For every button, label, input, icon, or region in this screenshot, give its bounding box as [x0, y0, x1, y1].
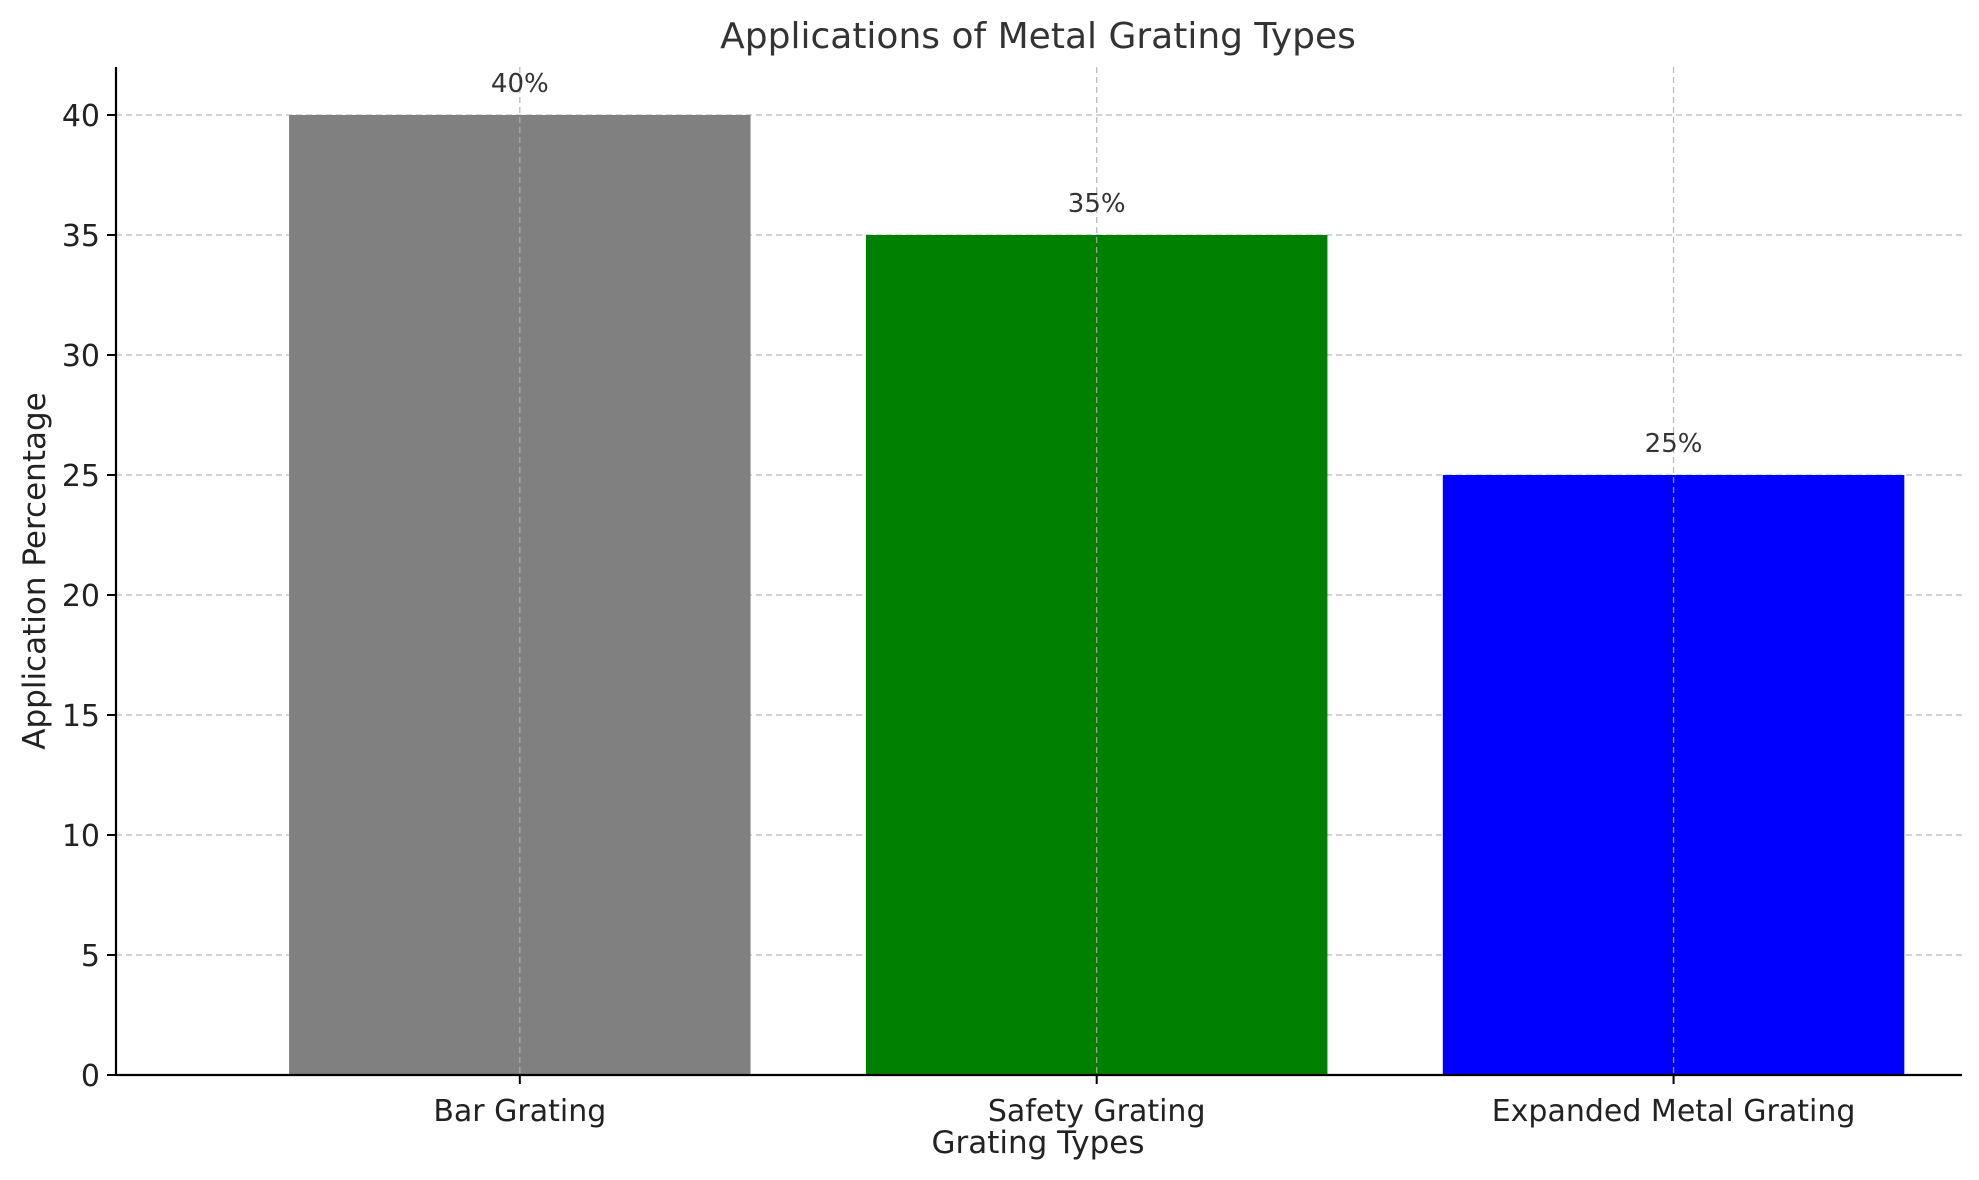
data-label: 35%	[1068, 189, 1126, 219]
x-tick-label: Expanded Metal Grating	[1492, 1094, 1856, 1129]
y-ticks: 0 5 10 15 20 25 30 35 40	[62, 99, 116, 1094]
data-label: 40%	[491, 69, 549, 99]
bar-3	[1442, 475, 1905, 1075]
chart-title: Applications of Metal Grating Types	[720, 16, 1356, 57]
y-tick-label: 30	[62, 339, 100, 374]
x-tick-label: Bar Grating	[433, 1094, 606, 1129]
y-tick-label: 10	[62, 819, 100, 854]
y-tick-label: 35	[62, 219, 100, 254]
y-axis-label: Application Percentage	[17, 392, 53, 749]
vertical-grid-lines	[519, 67, 1675, 1075]
bar-2	[865, 235, 1328, 1075]
x-tick-label: Safety Grating	[988, 1094, 1206, 1129]
y-tick-label: 25	[62, 459, 100, 494]
bars	[289, 115, 1905, 1075]
y-tick-label: 15	[62, 699, 100, 734]
x-ticks: Bar Grating Safety Grating Expanded Metal …	[433, 1075, 1855, 1129]
y-tick-label: 5	[81, 939, 100, 974]
bar-1	[289, 115, 751, 1075]
data-label: 25%	[1645, 429, 1703, 459]
data-labels: 40% 35% 25%	[491, 69, 1703, 459]
x-axis-label: Grating Types	[931, 1125, 1144, 1161]
y-tick-label: 0	[81, 1059, 100, 1094]
y-tick-label: 40	[62, 99, 100, 134]
y-tick-label: 20	[62, 579, 100, 614]
